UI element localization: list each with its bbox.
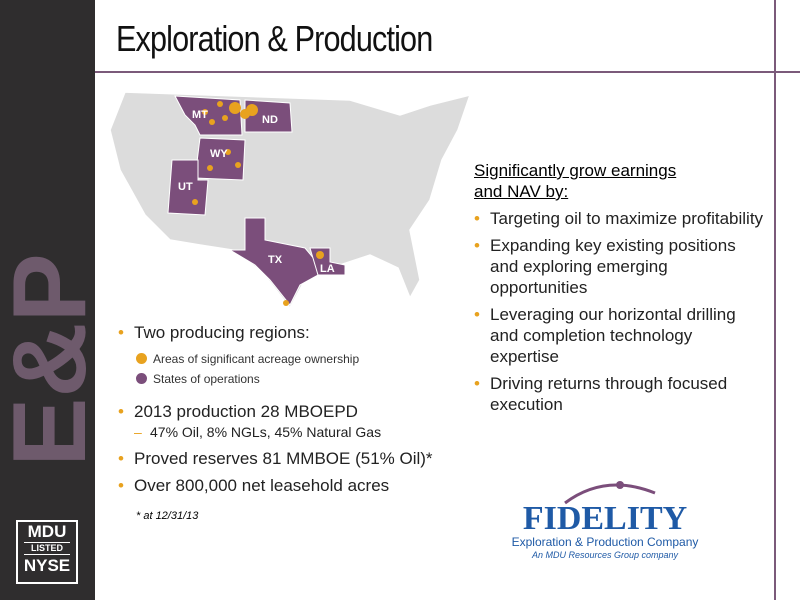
exchange-logo: MDU LISTED NYSE [16,520,78,584]
heading: Significantly grow earnings and NAV by: [474,161,677,201]
legend-text: States of operations [153,372,260,386]
title: Exploration & Production [116,18,433,59]
legend-item: States of operations [136,369,468,389]
bullet: Targeting oil to maximize profitability [474,208,764,229]
bullet: Over 800,000 net leasehold acres [118,475,468,496]
company-tagline: An MDU Resources Group company [531,550,679,560]
company-logo: FIDELITY Exploration & Production Compan… [490,475,720,560]
logo-text: NYSE [23,556,71,575]
state-label: MT [192,109,208,121]
bullet: Leveraging our horizontal drilling and c… [474,304,764,367]
logo-arc [564,481,656,505]
rule [95,71,800,73]
bullet: Proved reserves 81 MMBOE (51% Oil)* [118,448,468,469]
state-labels: MT ND WY UT TX LA [178,109,335,275]
legend-text: Areas of significant acreage ownership [153,352,360,366]
map: MT ND WY UT TX LA [109,91,472,310]
logo-text: MDU [27,522,67,541]
state-label: WY [210,148,228,160]
company-subtitle: Exploration & Production Company [511,535,699,549]
bullet: Two producing regions: [118,322,468,343]
company-name: FIDELITY [522,500,688,537]
sub-bullet: 47% Oil, 8% NGLs, 45% Natural Gas [118,424,468,440]
state-label: ND [262,114,278,126]
acreage-dots [192,101,324,306]
legend: Areas of significant acreage ownership S… [136,349,468,389]
legend-item: Areas of significant acreage ownership [136,349,468,369]
right-content: Significantly grow earnings and NAV by: … [474,160,764,421]
bullet: 2013 production 28 MBOEPD [118,401,468,422]
rule [774,0,776,600]
left-content: Two producing regions: Areas of signific… [118,322,468,522]
bullet: Expanding key existing positions and exp… [474,235,764,298]
states [167,95,346,306]
bullet: Driving returns through focused executio… [474,373,764,415]
state-label: TX [268,254,283,266]
state-label: UT [178,181,193,193]
logo-text: LISTED [24,542,70,555]
footnote: * at 12/31/13 [136,510,199,522]
sidebar [0,0,95,600]
state-label: LA [320,263,335,275]
